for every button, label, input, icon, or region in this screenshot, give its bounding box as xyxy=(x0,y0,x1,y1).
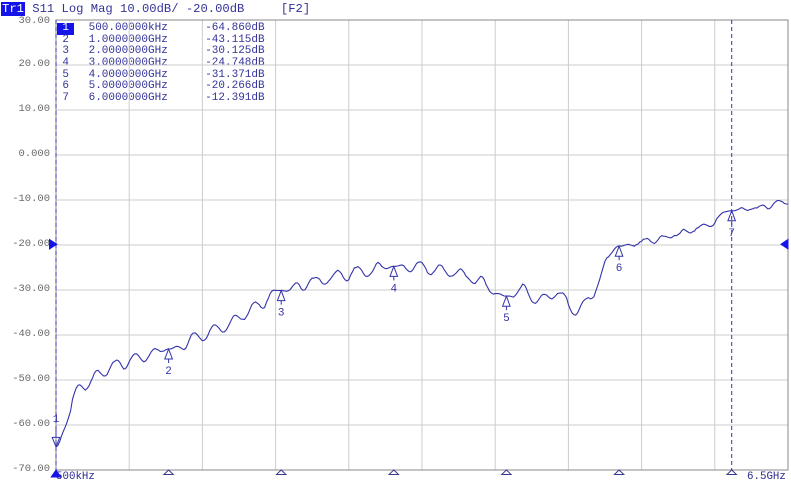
svg-text:3: 3 xyxy=(278,308,285,320)
svg-text:6: 6 xyxy=(616,263,623,275)
svg-text:5: 5 xyxy=(503,313,510,325)
svg-text:2: 2 xyxy=(165,366,172,378)
svg-text:7: 7 xyxy=(728,228,735,240)
svg-text:1: 1 xyxy=(53,414,60,426)
svg-text:4: 4 xyxy=(390,283,397,295)
